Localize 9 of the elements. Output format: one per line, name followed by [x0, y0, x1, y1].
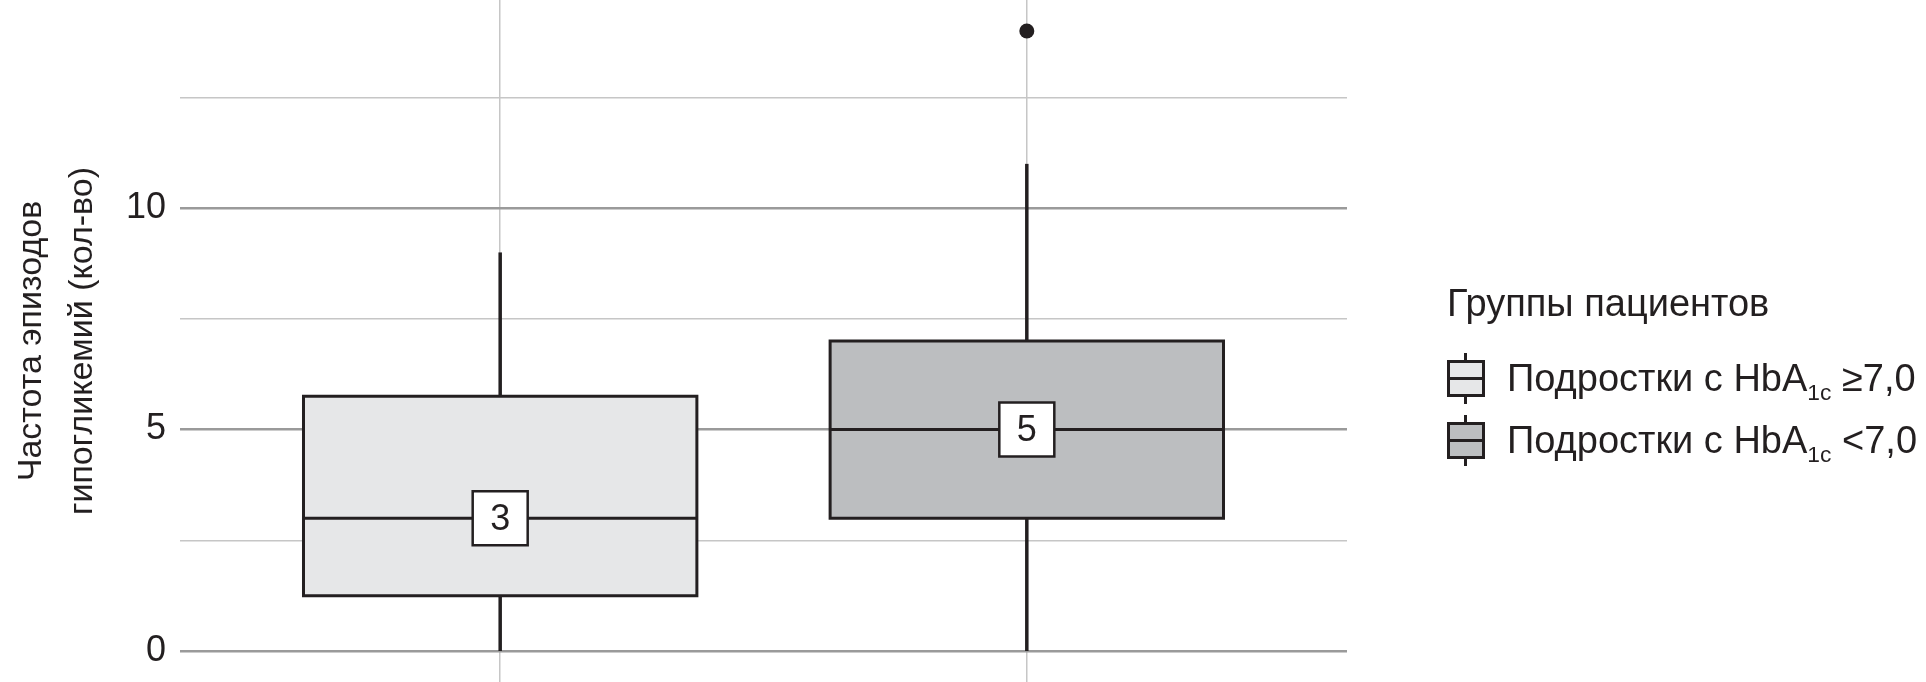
y-axis-title: Частота эпизодов гипогликемий (кол-во)	[9, 167, 99, 515]
text: 5	[1016, 408, 1037, 450]
legend-label: Подростки с HbA$_{1c}$ <7,0	[1507, 418, 1918, 468]
legend-label: Подростки с HbA$_{1c}$ ≥7,0	[1507, 356, 1916, 406]
y-tick-label: 10	[125, 185, 166, 227]
legend-title: Группы пациентов	[1447, 281, 1771, 325]
y-tick-label: 0	[145, 627, 166, 669]
y-tick-label: 5	[145, 406, 166, 448]
text: 3	[490, 497, 511, 539]
